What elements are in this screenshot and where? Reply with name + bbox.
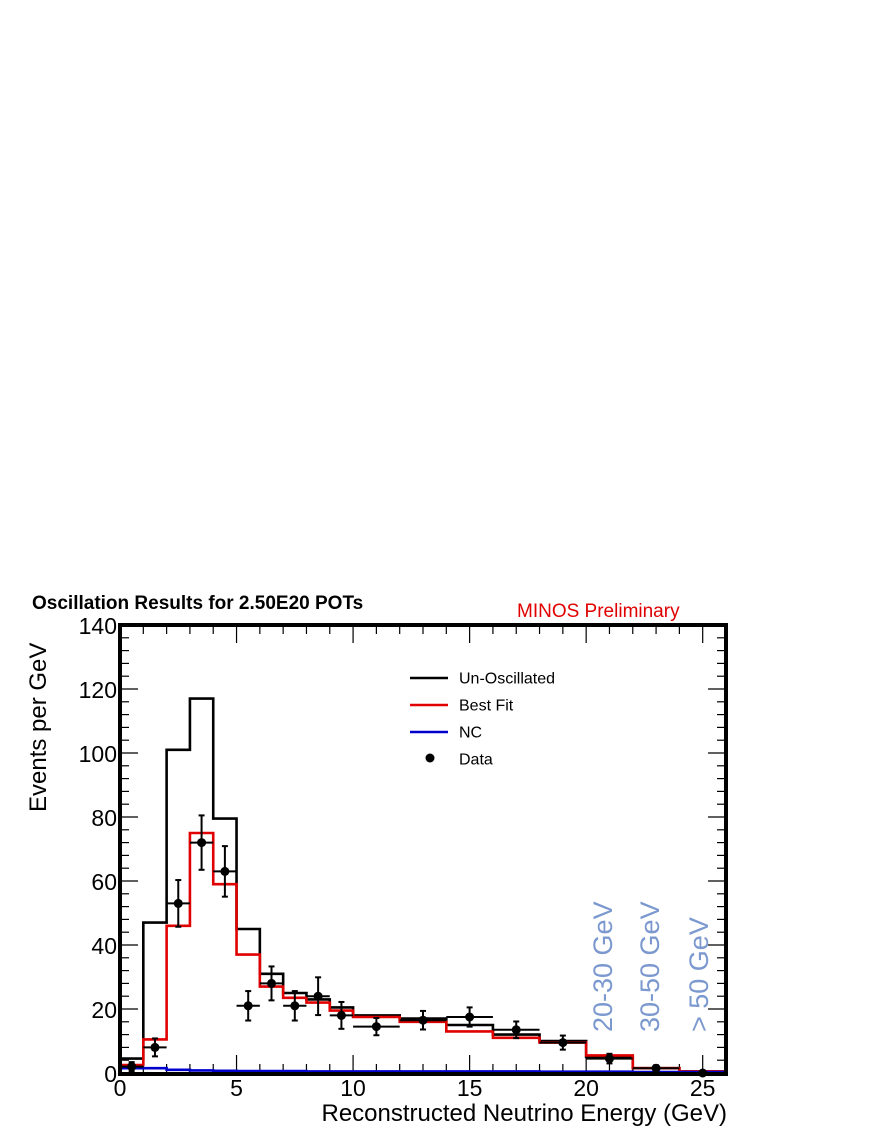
data-point [189,814,214,871]
y-tick-label: 100 [79,741,117,767]
y-tick-label: 120 [79,677,117,703]
data-point-marker [604,1054,614,1064]
x-tick-label: 15 [457,1075,483,1101]
data-point [143,1037,167,1058]
data-point [586,1052,633,1065]
legend-label-data: Data [459,752,493,769]
data-point-marker [336,1010,346,1020]
data-point-marker [418,1015,428,1025]
y-tick-label: 0 [104,1061,117,1087]
legend: Un-Oscillated Best Fit NC Data [410,671,555,769]
data-point-marker [465,1012,475,1022]
legend-label-best-fit: Best Fit [459,698,514,715]
data-point-marker [558,1038,568,1048]
series-best-fit-line [120,831,726,1073]
legend-label-nc: NC [459,725,482,742]
data-point [213,845,237,898]
data-point [446,1006,493,1028]
y-tick-label: 40 [91,933,117,959]
data-point-marker [290,1001,300,1011]
data-point [236,990,260,1022]
x-tick-label: 25 [690,1075,716,1101]
x-tick-label: 5 [230,1075,243,1101]
preliminary-label: MINOS Preliminary [517,601,680,622]
data-point [259,965,284,1002]
data-point [283,990,307,1022]
y-tick-label: 60 [91,869,117,895]
data-point-marker [267,978,276,988]
legend-label-un-oscillated: Un-Oscillated [459,671,555,688]
chart-title: Oscillation Results for 2.50E20 POTs [32,593,363,614]
data-point-marker [150,1042,160,1052]
y-tick-label: 80 [91,805,117,831]
data-point-marker [371,1022,381,1032]
y-tick-label: 20 [91,997,117,1023]
data-points-layer [120,814,726,1078]
data-point-marker [511,1025,521,1035]
data-point-marker [220,866,230,876]
bin-labels: 20-30 GeV 30-50 GeV > 50 GeV [588,901,714,1032]
bin-label: 30-50 GeV [635,901,665,1032]
legend-marker-data [425,753,435,763]
x-axis-title: Reconstructed Neutrino Energy (GeV) [321,1100,727,1127]
data-point-marker [313,991,323,1001]
y-axis-title: Events per GeV [25,643,52,812]
bin-label: 20-30 GeV [588,901,618,1032]
data-point-marker [243,1001,253,1011]
data-point-marker [173,898,183,908]
data-point [353,1016,400,1037]
data-point [166,879,190,928]
data-point [539,1034,587,1051]
x-tick-label: 0 [114,1075,127,1101]
data-point-marker [127,1062,137,1072]
tick-labels: 0 5 10 15 20 25 0 20 40 60 80 100 120 140 [79,613,716,1101]
data-point [399,1009,447,1031]
x-tick-label: 20 [573,1075,599,1101]
data-point-marker [651,1063,661,1073]
x-tick-label: 10 [340,1075,366,1101]
series-layer [120,697,726,1074]
data-point [306,976,330,1017]
series-nc-line [120,1066,726,1074]
data-point [329,1000,354,1030]
data-point [492,1020,540,1040]
y-tick-label: 140 [79,613,117,639]
data-point-marker [197,838,207,848]
plot-frame [118,623,728,1076]
data-point [632,1063,680,1073]
data-point [120,1061,144,1073]
bin-label: > 50 GeV [684,917,714,1032]
